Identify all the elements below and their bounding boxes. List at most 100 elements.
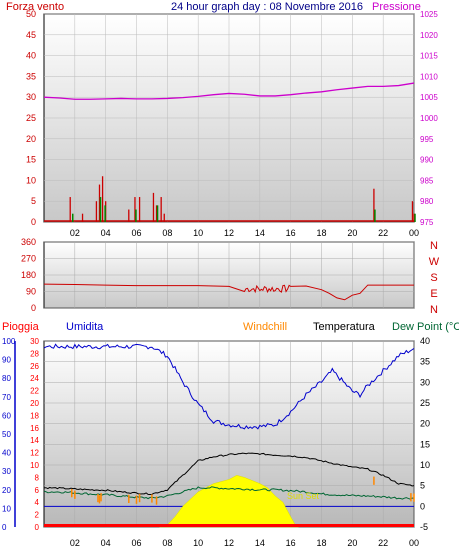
- direction-tick-label: 0: [31, 303, 36, 313]
- wind-tick-label: 45: [26, 30, 36, 40]
- x-tick-label: 00: [409, 538, 419, 548]
- wind-tick-label: 35: [26, 71, 36, 81]
- humidity-tick-label: 100: [2, 337, 16, 346]
- humidity-tick-label: 20: [2, 486, 11, 495]
- x-tick-label: 00: [409, 228, 419, 238]
- x-tick-label: 14: [255, 228, 265, 238]
- temperature-legend: Temperatura: [313, 321, 376, 333]
- panel2-grid: [44, 241, 415, 309]
- x-tick-label: 02: [70, 538, 80, 548]
- x-tick-label: 20: [347, 538, 357, 548]
- rain-tick-label: 30: [30, 337, 39, 346]
- humidity-tick-label: 30: [2, 467, 11, 476]
- temperature-tick-label: 15: [420, 439, 430, 449]
- rain-tick-label: 8: [35, 473, 40, 482]
- x-tick-label: 06: [131, 538, 141, 548]
- x-tick-label: 22: [378, 538, 388, 548]
- x-tick-label: 14: [255, 538, 265, 548]
- pressure-tick-label: 1020: [420, 31, 438, 40]
- rain-tick-label: 22: [30, 387, 39, 396]
- pressure-tick-label: 1010: [420, 72, 438, 81]
- rain-tick-label: 24: [30, 374, 39, 383]
- x-tick-label: 16: [286, 228, 296, 238]
- temperature-tick-label: 0: [420, 501, 425, 511]
- pressure-tick-label: 985: [420, 176, 434, 185]
- rain-tick-label: 0: [35, 523, 40, 532]
- wind-tick-label: 30: [26, 92, 36, 102]
- compass-label-e: E: [430, 288, 437, 300]
- direction-tick-label: 270: [21, 254, 36, 264]
- x-tick-label: 12: [224, 538, 234, 548]
- x-tick-label: 08: [162, 538, 172, 548]
- dewpoint-legend: Dew Point (°C: [392, 321, 459, 333]
- wind-axis-title: Forza vento: [6, 1, 64, 13]
- compass-label-s: S: [430, 272, 437, 284]
- temperature-tick-label: 10: [420, 460, 430, 470]
- wind-speed-axis: 0 5 10 15 20 25 30 35 40 45 50: [26, 9, 36, 227]
- x-tick-label: 22: [378, 228, 388, 238]
- humidity-tick-label: 10: [2, 504, 11, 513]
- humidity-axis: 0 10 20 30 40 50 60 70 80 90 100: [2, 337, 16, 532]
- solar-radiation-area: [159, 475, 300, 528]
- dewpoint-line: [43, 486, 415, 500]
- rain-tick-label: 2: [35, 511, 40, 520]
- x-tick-label: 16: [286, 538, 296, 548]
- rain-bar: [44, 524, 414, 527]
- compass-label-n-bottom: N: [430, 304, 438, 316]
- pressure-tick-label: 980: [420, 197, 434, 206]
- humidity-axis-title: Umidita: [66, 321, 104, 333]
- rain-tick-label: 28: [30, 349, 39, 358]
- panel1-grid: [44, 13, 415, 223]
- rain-tick-label: 16: [30, 424, 39, 433]
- pressure-tick-label: 1015: [420, 52, 438, 61]
- humidity-tick-label: 70: [2, 393, 11, 402]
- x-tick-label: 06: [131, 228, 141, 238]
- humidity-tick-label: 60: [2, 411, 11, 420]
- temperature-tick-label: 40: [420, 336, 430, 346]
- humidity-tick-label: 90: [2, 356, 11, 365]
- pressure-line: [43, 82, 415, 100]
- rain-tick-label: 20: [30, 399, 39, 408]
- temperature-tick-label: -5: [420, 522, 428, 532]
- direction-tick-label: 180: [21, 270, 36, 280]
- panel3-series: [43, 343, 415, 528]
- x-tick-label: 04: [101, 228, 111, 238]
- humidity-tick-label: 80: [2, 374, 11, 383]
- rain-tick-label: 6: [35, 486, 40, 495]
- x-tick-label: 18: [316, 228, 326, 238]
- x-tick-label: 10: [193, 538, 203, 548]
- windchill-legend: Windchill: [243, 321, 287, 333]
- wind-tick-label: 5: [31, 196, 36, 206]
- pressure-tick-label: 1025: [420, 10, 438, 19]
- pressure-tick-label: 1000: [420, 114, 438, 123]
- x-tick-label: 04: [101, 538, 111, 548]
- humidity-line: [43, 343, 415, 430]
- humidity-tick-label: 0: [2, 523, 7, 532]
- temperature-line: [43, 452, 415, 496]
- panel1-x-axis: 02 04 06 08 10 12 14 16 18 20 22 00: [70, 228, 419, 238]
- temperature-tick-label: 30: [420, 377, 430, 387]
- wind-direction-line: [43, 283, 414, 301]
- temperature-tick-label: 25: [420, 398, 430, 408]
- x-tick-label: 18: [316, 538, 326, 548]
- x-tick-label: 08: [162, 228, 172, 238]
- rain-tick-label: 12: [30, 449, 39, 458]
- rain-axis-title: Pioggia: [2, 321, 40, 333]
- x-tick-label: 12: [224, 228, 234, 238]
- rain-tick-label: 26: [30, 362, 39, 371]
- wind-tick-label: 50: [26, 9, 36, 19]
- wind-direction-axis: 0 90 180 270 360: [21, 237, 36, 313]
- humidity-tick-label: 50: [2, 430, 11, 439]
- compass-label-n-top: N: [430, 240, 438, 252]
- compass-label-w: W: [429, 256, 440, 268]
- temperature-axis: -5 0 5 10 15 20 25 30 35 40: [420, 336, 430, 532]
- temperature-tick-label: 35: [420, 357, 430, 367]
- wind-tick-label: 0: [31, 217, 36, 227]
- x-tick-label: 02: [70, 228, 80, 238]
- pressure-axis: 975 980 985 990 995 1000 1005 1010 1015 1020 1025: [420, 10, 438, 227]
- panel2-series: [43, 283, 414, 301]
- temperature-tick-label: 20: [420, 419, 430, 429]
- wind-tick-label: 40: [26, 51, 36, 61]
